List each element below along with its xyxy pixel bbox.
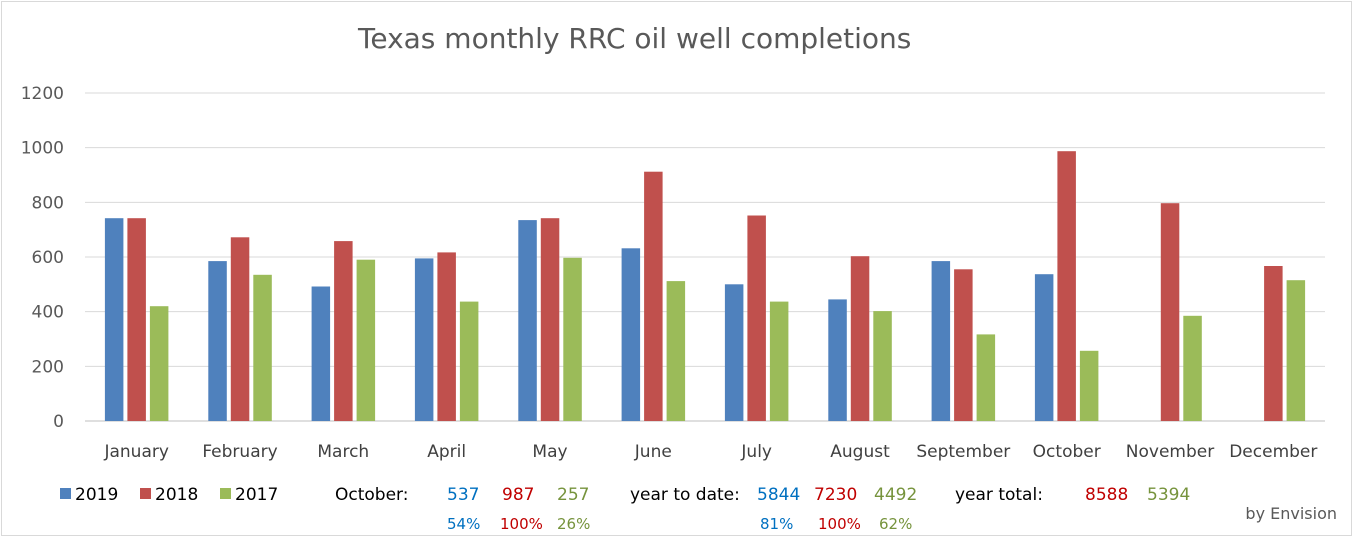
bar-2018-august — [850, 256, 870, 421]
bar-2018-april — [437, 252, 456, 421]
ytd-2017-percent: 62% — [879, 515, 913, 533]
october-2017-value: 257 — [557, 485, 590, 505]
legend-item-2017: 2017 — [220, 485, 278, 505]
bar-2019-august — [828, 299, 847, 421]
legend-label-2019: 2019 — [75, 485, 119, 505]
x-tick-label: May — [532, 442, 567, 462]
bar-2019-february — [208, 261, 227, 421]
ytd-2018-value: 7230 — [814, 485, 858, 505]
x-tick-label: September — [916, 442, 1010, 462]
bar-2017-january — [149, 306, 169, 421]
x-axis-ticks: January February March April May June July Augu… — [103, 442, 1317, 462]
y-tick-label: 200 — [32, 357, 64, 377]
bar-2017-december — [1286, 280, 1306, 421]
legend-label-2017: 2017 — [235, 485, 279, 505]
legend-item-2018: 2018 — [140, 485, 198, 505]
y-tick-label: 600 — [32, 248, 64, 268]
x-tick-label: October — [1033, 442, 1101, 462]
bar-2018-february — [230, 237, 250, 421]
bar-2019-june — [621, 248, 641, 421]
bar-2017-march — [356, 259, 376, 421]
y-axis-ticks: 0 200 400 600 800 1000 1200 — [21, 84, 64, 432]
legend-item-2019: 2019 — [60, 485, 118, 505]
october-2017-percent: 26% — [557, 515, 591, 533]
year-total-label: year total: — [955, 485, 1043, 505]
bar-2017-july — [769, 301, 789, 421]
bar-2019-january — [104, 218, 124, 421]
bar-2017-may — [563, 257, 582, 421]
bar-2018-july — [747, 215, 766, 421]
x-tick-label: April — [427, 442, 466, 462]
x-tick-label: December — [1229, 442, 1317, 462]
ytd-2019-value: 5844 — [757, 485, 801, 505]
bar-2017-september — [976, 334, 996, 421]
legend-swatch-2019 — [60, 488, 71, 499]
bar-2019-july — [724, 284, 744, 421]
bar-2018-september — [954, 269, 973, 421]
bar-2018-may — [540, 218, 560, 421]
bar-2019-april — [414, 258, 434, 421]
bar-2018-november — [1160, 203, 1180, 421]
october-2019-percent: 54% — [447, 515, 481, 533]
chart-title: Texas monthly RRC oil well completions — [358, 22, 912, 55]
gridlines — [85, 92, 1325, 422]
x-tick-label: June — [634, 442, 672, 462]
year-total-2017-value: 5394 — [1147, 485, 1191, 505]
bar-2017-october — [1079, 350, 1099, 421]
bar-2018-january — [127, 218, 146, 421]
credit-text: by Envision — [1245, 504, 1337, 523]
x-tick-label: January — [103, 442, 168, 462]
x-tick-label: February — [202, 442, 277, 462]
year-total-2018-value: 8588 — [1085, 485, 1129, 505]
y-tick-label: 800 — [32, 193, 64, 213]
bar-2018-march — [334, 241, 353, 421]
bar-2019-september — [931, 261, 951, 421]
legend-label-2018: 2018 — [155, 485, 199, 505]
october-2018-percent: 100% — [500, 515, 543, 533]
bar-2018-june — [644, 171, 663, 421]
ytd-label: year to date: — [630, 485, 740, 505]
y-tick-label: 1000 — [21, 139, 64, 159]
bar-2019-march — [311, 286, 331, 421]
ytd-2017-value: 4492 — [874, 485, 918, 505]
x-tick-label: August — [830, 442, 890, 462]
legend-swatch-2017 — [220, 488, 231, 499]
bar-2018-december — [1264, 266, 1283, 421]
ytd-2018-percent: 100% — [818, 515, 861, 533]
bar-2018-october — [1057, 151, 1076, 421]
bar-2017-june — [666, 281, 686, 421]
x-tick-label: November — [1126, 442, 1214, 462]
october-label: October: — [335, 485, 409, 505]
bar-2019-may — [518, 220, 537, 421]
bar-2017-february — [253, 274, 272, 421]
october-2018-value: 987 — [502, 485, 535, 505]
legend-swatch-2018 — [140, 488, 151, 499]
october-2019-value: 537 — [447, 485, 480, 505]
y-tick-label: 0 — [53, 412, 64, 432]
ytd-2019-percent: 81% — [760, 515, 794, 533]
x-tick-label: July — [740, 442, 772, 462]
bar-2017-november — [1183, 315, 1202, 421]
bar-2017-august — [873, 311, 892, 421]
bar-2017-april — [459, 301, 479, 421]
bars — [104, 151, 1306, 421]
x-tick-label: March — [317, 442, 369, 462]
y-tick-label: 400 — [32, 303, 64, 323]
bar-2019-october — [1034, 274, 1054, 421]
y-tick-label: 1200 — [21, 84, 64, 104]
